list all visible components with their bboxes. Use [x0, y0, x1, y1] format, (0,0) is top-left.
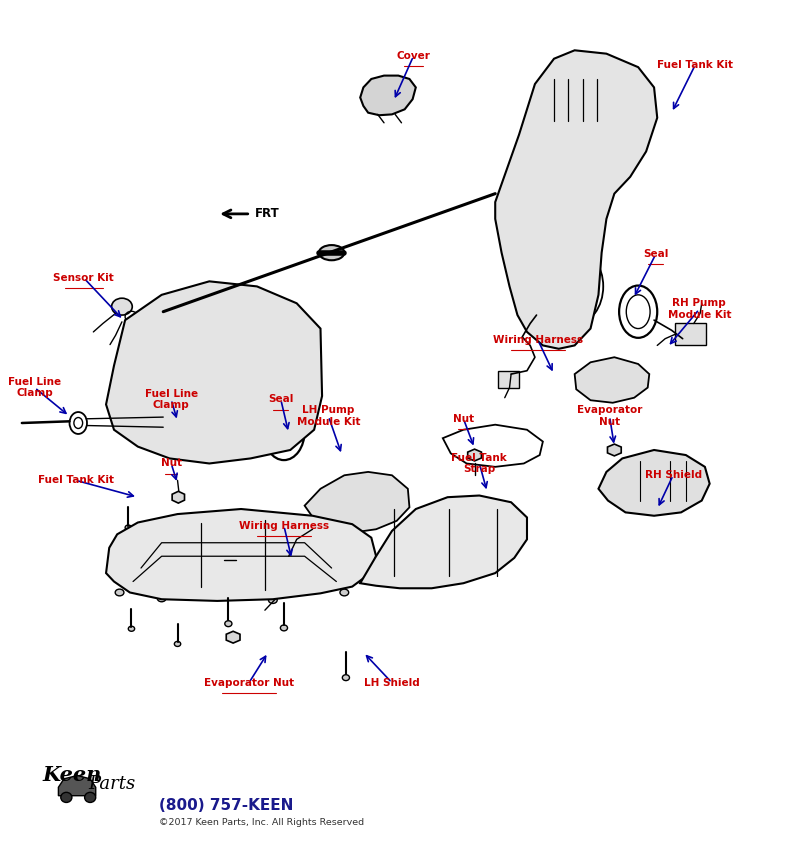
- Text: (800) 757-KEEN: (800) 757-KEEN: [159, 799, 294, 813]
- Ellipse shape: [61, 793, 72, 803]
- Ellipse shape: [280, 625, 287, 631]
- Text: Seal: Seal: [643, 250, 668, 260]
- Text: FRT: FRT: [255, 207, 280, 220]
- Bar: [543, 74, 608, 126]
- Ellipse shape: [359, 576, 368, 583]
- Bar: [308, 521, 336, 543]
- Text: Sensor Kit: Sensor Kit: [54, 273, 114, 283]
- Polygon shape: [172, 492, 185, 503]
- Text: RH Pump
Module Kit: RH Pump Module Kit: [667, 299, 731, 320]
- Ellipse shape: [115, 589, 124, 596]
- Polygon shape: [106, 509, 376, 601]
- Polygon shape: [360, 496, 527, 588]
- Polygon shape: [607, 444, 622, 456]
- Text: Fuel Tank
Strap: Fuel Tank Strap: [451, 453, 507, 475]
- Ellipse shape: [342, 675, 350, 680]
- Text: RH Shield: RH Shield: [645, 470, 702, 481]
- Text: Evaporator Nut: Evaporator Nut: [204, 678, 294, 688]
- Text: Wiring Harness: Wiring Harness: [493, 335, 583, 345]
- Text: Fuel Tank Kit: Fuel Tank Kit: [658, 59, 734, 69]
- Text: Nut: Nut: [161, 459, 182, 469]
- Polygon shape: [106, 282, 322, 464]
- Ellipse shape: [158, 595, 166, 602]
- Text: Seal: Seal: [268, 394, 294, 404]
- Text: Parts: Parts: [88, 775, 135, 793]
- Polygon shape: [360, 75, 416, 115]
- Ellipse shape: [112, 298, 132, 315]
- Text: Evaporator
Nut: Evaporator Nut: [577, 405, 642, 427]
- Ellipse shape: [319, 245, 344, 261]
- Polygon shape: [305, 472, 410, 533]
- Ellipse shape: [125, 525, 131, 530]
- Bar: [674, 323, 706, 345]
- Polygon shape: [598, 450, 710, 516]
- Polygon shape: [58, 776, 96, 796]
- Ellipse shape: [269, 596, 278, 603]
- Bar: [498, 371, 519, 387]
- Text: LH Shield: LH Shield: [364, 678, 420, 688]
- Text: Nut: Nut: [453, 414, 474, 424]
- Text: Wiring Harness: Wiring Harness: [239, 521, 329, 531]
- Polygon shape: [468, 449, 482, 461]
- Ellipse shape: [340, 589, 349, 596]
- Text: Fuel Tank Kit: Fuel Tank Kit: [38, 475, 114, 486]
- Text: Fuel Line
Clamp: Fuel Line Clamp: [145, 388, 198, 410]
- Ellipse shape: [225, 621, 232, 627]
- Text: ©2017 Keen Parts, Inc. All Rights Reserved: ©2017 Keen Parts, Inc. All Rights Reserv…: [159, 818, 364, 827]
- Ellipse shape: [128, 626, 134, 631]
- Text: Fuel Line
Clamp: Fuel Line Clamp: [8, 376, 61, 398]
- Text: LH Pump
Module Kit: LH Pump Module Kit: [297, 405, 360, 427]
- Polygon shape: [226, 631, 240, 643]
- Polygon shape: [574, 357, 650, 403]
- Bar: [236, 550, 262, 568]
- Text: Keen: Keen: [42, 766, 102, 785]
- Ellipse shape: [85, 793, 96, 803]
- Ellipse shape: [174, 641, 181, 646]
- Text: Cover: Cover: [397, 52, 430, 61]
- Polygon shape: [495, 50, 658, 349]
